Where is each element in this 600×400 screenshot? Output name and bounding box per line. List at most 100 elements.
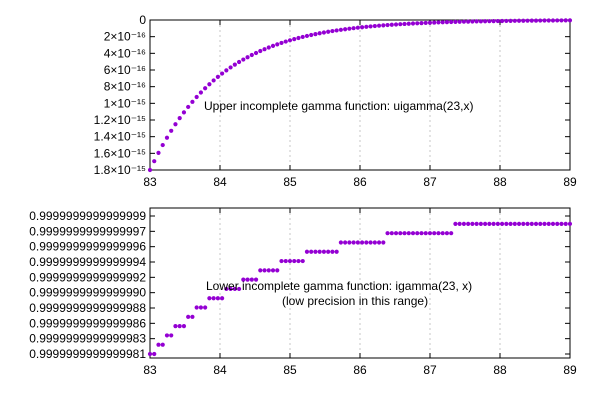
- data-point: [483, 221, 488, 226]
- data-point: [432, 231, 437, 236]
- data-point: [504, 221, 509, 226]
- data-point: [194, 305, 199, 310]
- data-point: [279, 258, 284, 264]
- data-point: [343, 27, 348, 32]
- data-point: [381, 240, 386, 245]
- y-tick-label: 0.9999999999999997: [29, 224, 146, 238]
- data-point: [245, 277, 250, 282]
- data-point: [190, 314, 195, 319]
- data-point: [347, 26, 352, 31]
- data-point: [351, 240, 356, 245]
- data-point: [330, 28, 335, 34]
- x-tick-label: 85: [283, 175, 297, 189]
- data-point: [410, 21, 416, 26]
- data-point: [160, 142, 165, 148]
- data-point: [406, 231, 411, 236]
- data-point: [495, 221, 500, 226]
- data-point: [275, 42, 280, 47]
- data-point: [304, 249, 310, 254]
- data-point: [224, 286, 229, 292]
- data-point: [334, 28, 339, 33]
- data-point: [470, 221, 475, 226]
- data-point: [474, 19, 479, 24]
- x-tick-label: 89: [563, 363, 577, 377]
- x-tick-label: 89: [563, 175, 577, 189]
- data-point: [147, 167, 153, 173]
- lower-annotation-line1: Lower incomplete gamma function: igamma(…: [206, 279, 472, 293]
- data-point: [270, 268, 276, 273]
- data-point: [466, 221, 471, 226]
- data-point: [296, 35, 301, 41]
- data-point: [232, 286, 237, 292]
- y-tick-label: 1.4×10⁻¹⁵: [94, 130, 146, 144]
- data-point: [220, 71, 225, 76]
- data-point: [313, 249, 318, 254]
- data-point: [321, 30, 327, 35]
- data-point: [283, 39, 288, 44]
- data-point: [156, 342, 161, 347]
- data-point: [483, 19, 488, 24]
- data-point: [419, 231, 424, 236]
- data-point: [207, 82, 212, 87]
- data-point: [398, 231, 403, 236]
- data-point: [563, 221, 568, 226]
- data-point: [203, 305, 208, 310]
- data-point: [287, 258, 293, 264]
- data-point: [470, 19, 475, 24]
- data-point: [152, 351, 157, 357]
- data-point: [567, 18, 573, 23]
- data-point: [406, 21, 411, 26]
- data-point: [245, 55, 250, 60]
- y-tick-label: 0.9999999999999990: [29, 286, 146, 300]
- data-point: [542, 221, 547, 226]
- data-point: [529, 18, 534, 23]
- data-point: [440, 231, 445, 236]
- data-point: [249, 277, 254, 282]
- data-point: [410, 231, 416, 236]
- data-point: [398, 22, 403, 27]
- data-point: [343, 240, 348, 245]
- upper-gamma-chart: 83 84 85 86 87 88 89 0 2×10⁻¹⁶ 4×10⁻¹⁶ 6×10⁻¹⁶ 8×10…: [94, 13, 577, 189]
- y-tick-label: 1×10⁻¹⁵: [104, 96, 146, 110]
- data-point: [215, 74, 220, 79]
- data-point: [393, 22, 399, 27]
- data-point: [449, 19, 454, 25]
- data-point: [423, 231, 428, 236]
- data-point: [538, 221, 543, 226]
- data-point: [198, 90, 204, 95]
- data-point: [215, 296, 220, 301]
- data-point: [317, 249, 322, 254]
- x-tick-label: 83: [143, 175, 157, 189]
- data-point: [402, 21, 407, 27]
- data-point: [211, 78, 216, 83]
- data-point: [393, 231, 399, 236]
- x-tick-label: 88: [493, 363, 507, 377]
- data-point: [304, 33, 310, 39]
- lower-gamma-chart: 83 84 85 86 87 88 890.99999999999999990.999999…: [29, 207, 577, 377]
- data-point: [440, 20, 445, 25]
- data-point: [190, 99, 195, 104]
- data-point: [164, 135, 170, 140]
- data-point: [338, 27, 343, 32]
- data-point: [436, 20, 441, 25]
- lower-axis-ticks: 83 84 85 86 87 88 890.99999999999999990.999999…: [29, 208, 577, 377]
- data-point: [300, 258, 305, 264]
- x-tick-label: 87: [423, 175, 437, 189]
- data-point: [181, 324, 187, 329]
- data-point: [516, 221, 522, 226]
- lower-grid: [219, 208, 501, 358]
- data-point: [177, 116, 182, 121]
- data-point: [164, 333, 170, 338]
- y-tick-label: 0.9999999999999986: [29, 316, 146, 330]
- data-point: [474, 221, 479, 226]
- data-point: [241, 277, 246, 282]
- data-point: [499, 221, 505, 226]
- data-point: [360, 240, 365, 245]
- data-point: [542, 18, 547, 23]
- data-point: [355, 240, 360, 245]
- x-tick-label: 83: [143, 363, 157, 377]
- data-point: [330, 249, 335, 254]
- data-point: [559, 18, 564, 23]
- data-point: [550, 221, 556, 226]
- data-point: [504, 18, 509, 24]
